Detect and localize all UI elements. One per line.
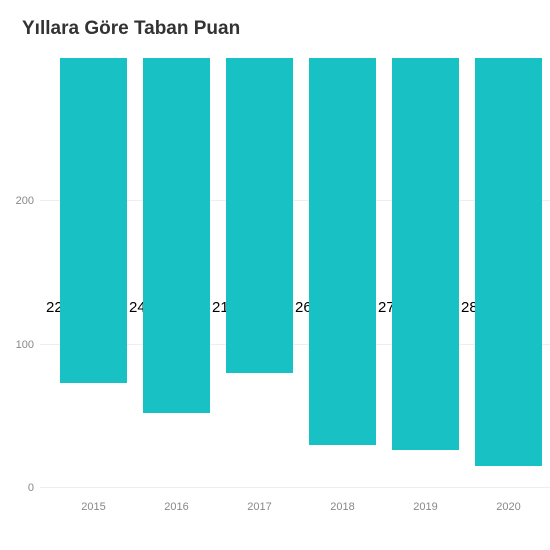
bar-slot: 269,7115	[301, 58, 384, 488]
x-tick-label: 2016	[135, 501, 218, 513]
bar-slot: 227,0037	[52, 58, 135, 488]
bar	[60, 58, 128, 383]
chart-container: Yıllara Göre Taban Puan 0100200 227,0037…	[0, 0, 550, 550]
x-tick-label: 2018	[301, 501, 384, 513]
bar	[309, 58, 377, 445]
bars-group: 227,0037247,8186219,5142269,7115273,1841…	[52, 58, 550, 488]
bar-slot: 219,5142	[218, 58, 301, 488]
chart-title: Yıllara Göre Taban Puan	[22, 18, 540, 40]
y-tick-label: 200	[16, 195, 34, 207]
y-tick-label: 100	[16, 339, 34, 351]
x-tick-label: 2015	[52, 501, 135, 513]
bar	[143, 58, 211, 413]
bar-slot: 284,3385	[467, 58, 550, 488]
bar	[475, 58, 543, 466]
bar	[392, 58, 460, 450]
bar-slot: 247,8186	[135, 58, 218, 488]
x-tick-label: 2020	[467, 501, 550, 513]
bar-slot: 273,1841	[384, 58, 467, 488]
y-tick-label: 0	[28, 482, 34, 494]
bar	[226, 58, 294, 373]
y-axis: 0100200	[10, 58, 40, 488]
x-tick-label: 2019	[384, 501, 467, 513]
x-tick-label: 2017	[218, 501, 301, 513]
plot-area: 0100200 227,0037247,8186219,5142269,7115…	[40, 58, 550, 513]
x-axis-labels: 201520162017201820192020	[52, 501, 550, 513]
